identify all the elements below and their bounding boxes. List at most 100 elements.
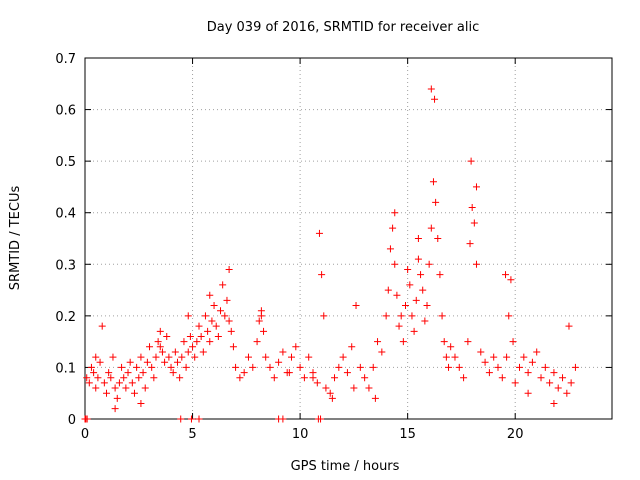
chart-title: Day 039 of 2016, SRMTID for receiver ali… — [207, 20, 480, 35]
data-point — [167, 363, 175, 371]
data-point — [313, 379, 321, 387]
data-point — [571, 363, 579, 371]
data-point — [498, 374, 506, 382]
data-point — [412, 296, 420, 304]
data-point — [195, 415, 203, 423]
x-tick-label: 0 — [81, 427, 89, 442]
data-point — [180, 338, 188, 346]
data-point — [520, 353, 528, 361]
data-point — [365, 384, 373, 392]
data-point — [503, 353, 511, 361]
data-point — [524, 369, 532, 377]
data-point — [395, 322, 403, 330]
data-point — [472, 260, 480, 268]
data-point — [292, 343, 300, 351]
gridlines — [85, 58, 612, 419]
data-point — [83, 374, 91, 382]
data-point — [227, 327, 235, 335]
data-point — [305, 353, 313, 361]
data-point — [429, 178, 437, 186]
data-point — [146, 343, 154, 351]
y-tick-label: 0.3 — [55, 258, 76, 273]
data-point — [96, 358, 104, 366]
data-point — [550, 400, 558, 408]
data-point — [177, 415, 185, 423]
data-point — [315, 229, 323, 237]
data-point — [468, 204, 476, 212]
data-point — [470, 219, 478, 227]
data-point — [244, 353, 252, 361]
data-point — [189, 343, 197, 351]
data-point — [249, 363, 257, 371]
data-point — [83, 415, 91, 423]
data-point — [178, 353, 186, 361]
data-point — [109, 353, 117, 361]
data-point — [402, 302, 410, 310]
data-point — [516, 363, 524, 371]
data-point — [118, 363, 126, 371]
data-point — [176, 374, 184, 382]
data-point — [533, 348, 541, 356]
data-point — [541, 363, 549, 371]
y-tick-label: 0.2 — [55, 310, 76, 325]
data-point — [94, 374, 102, 382]
data-point — [225, 317, 233, 325]
data-point — [296, 363, 304, 371]
data-point — [563, 389, 571, 397]
data-point — [133, 363, 141, 371]
data-point — [546, 379, 554, 387]
data-point — [348, 343, 356, 351]
data-point — [197, 332, 205, 340]
data-point — [460, 374, 468, 382]
data-point — [438, 312, 446, 320]
data-point — [137, 400, 145, 408]
plot-frame — [84, 57, 613, 420]
data-point — [509, 338, 517, 346]
data-point — [550, 369, 558, 377]
data-point — [103, 389, 111, 397]
data-point — [318, 271, 326, 279]
data-point — [343, 369, 351, 377]
data-point — [326, 389, 334, 397]
data-point — [204, 327, 212, 335]
data-point — [187, 415, 195, 423]
data-point — [214, 332, 222, 340]
data-point — [221, 312, 229, 320]
data-point — [206, 291, 214, 299]
y-tick-label: 0.6 — [55, 104, 76, 119]
data-point — [156, 327, 164, 335]
data-point — [193, 338, 201, 346]
data-point — [92, 384, 100, 392]
data-point — [528, 358, 536, 366]
data-points — [81, 85, 579, 423]
data-point — [169, 369, 177, 377]
data-point — [507, 276, 515, 284]
data-point — [391, 260, 399, 268]
data-point — [464, 338, 472, 346]
data-point — [184, 312, 192, 320]
data-point — [126, 358, 134, 366]
data-point — [472, 183, 480, 191]
data-point — [421, 317, 429, 325]
data-point — [502, 271, 510, 279]
data-point — [397, 312, 405, 320]
data-point — [317, 415, 325, 423]
data-point — [143, 358, 151, 366]
data-point — [148, 363, 156, 371]
data-point — [120, 374, 128, 382]
data-point — [111, 384, 119, 392]
data-point — [567, 379, 575, 387]
axis-ticks — [84, 57, 612, 420]
data-point — [201, 312, 209, 320]
data-point — [257, 312, 265, 320]
data-point — [445, 363, 453, 371]
y-axis-label: SRMTID / TECUs — [8, 186, 23, 291]
data-point — [191, 353, 199, 361]
data-point — [371, 394, 379, 402]
data-point — [432, 198, 440, 206]
data-point — [466, 240, 474, 248]
data-point — [559, 374, 567, 382]
data-point — [279, 348, 287, 356]
data-point — [399, 338, 407, 346]
data-point — [505, 312, 513, 320]
